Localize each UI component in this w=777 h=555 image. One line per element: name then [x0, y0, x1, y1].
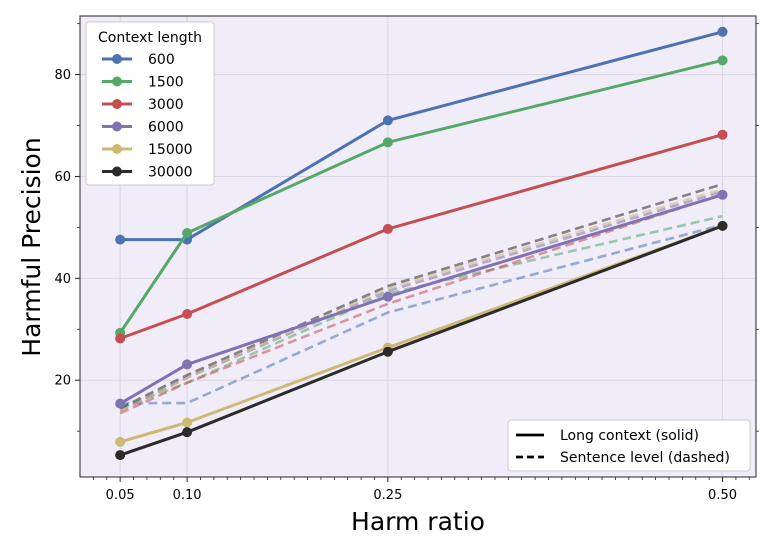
y-tick-label: 60: [54, 170, 71, 185]
style-legend-solid-label: Long context (solid): [560, 428, 699, 444]
dashed-line-600: [120, 223, 723, 405]
legend-title: Context length: [98, 30, 202, 46]
legend-marker-6000: [112, 121, 122, 132]
data-point-1500: [717, 55, 728, 66]
data-point-6000: [382, 291, 393, 302]
style-legend: Long context (solid) Sentence level (das…: [507, 419, 751, 472]
x-tick-label: 0.50: [708, 488, 737, 503]
solid-line-6000: [119, 193, 723, 405]
style-legend-dashed-label: Sentence level (dashed): [560, 450, 730, 466]
data-point-30000: [182, 427, 193, 438]
context-length-legend: Context length 600 1500 3000 6000 15000 30000: [85, 21, 215, 186]
data-point-600: [717, 26, 728, 37]
data-point-3000: [115, 333, 126, 344]
legend-label-15000: 15000: [148, 142, 193, 158]
data-point-1500: [382, 137, 393, 148]
data-point-3000: [717, 129, 728, 140]
solid-line-1500: [118, 58, 723, 334]
data-point-1500: [182, 228, 193, 239]
y-tick-label: 80: [54, 68, 71, 83]
solid-line-600: [120, 30, 723, 242]
data-point-600: [382, 115, 393, 126]
legend-marker-3000: [112, 99, 122, 109]
legend-marker-30000: [112, 166, 122, 177]
data-point-30000: [382, 346, 393, 357]
data-point-6000: [717, 189, 728, 200]
legend-entries: 600 1500 3000 6000 15000 30000: [102, 52, 193, 181]
legend-label-3000: 3000: [148, 97, 184, 113]
axis-ticks: 20 40 60 80 0.05 0.10 0.25 0.50: [54, 23, 759, 503]
x-tick-label: 0.10: [173, 488, 202, 503]
style-legend-box: [507, 419, 751, 472]
legend-label-30000: 30000: [148, 165, 193, 181]
data-point-30000: [717, 220, 728, 231]
legend-marker-1500: [112, 76, 122, 87]
dashed-series-layer: [119, 182, 723, 415]
data-point-30000: [115, 450, 126, 461]
legend-label-1500: 1500: [148, 75, 184, 91]
data-point-3000: [382, 223, 393, 234]
solid-line-30000: [119, 224, 724, 457]
legend-label-600: 600: [148, 52, 175, 68]
legend-marker-15000: [112, 144, 122, 154]
data-point-6000: [182, 359, 193, 370]
y-tick-label: 40: [54, 272, 71, 287]
y-axis-title: Harmful Precision: [17, 137, 46, 356]
legend-marker-600: [112, 54, 122, 64]
x-tick-label: 0.05: [106, 488, 135, 503]
data-point-3000: [182, 308, 193, 319]
y-tick-label: 20: [54, 374, 71, 389]
dashed-line-3000: [119, 193, 723, 415]
solid-series-layer: [115, 26, 728, 461]
dashed-line-15000: [119, 187, 723, 412]
data-point-15000: [182, 417, 193, 428]
data-point-15000: [115, 436, 126, 447]
x-tick-label: 0.25: [373, 488, 402, 503]
legend-label-6000: 6000: [148, 120, 184, 136]
data-point-600: [115, 234, 126, 245]
plot-frame: [79, 15, 757, 478]
solid-line-3000: [119, 133, 723, 340]
x-axis-title: Harm ratio: [351, 507, 485, 536]
solid-line-15000: [119, 224, 724, 444]
data-point-6000: [115, 398, 126, 409]
